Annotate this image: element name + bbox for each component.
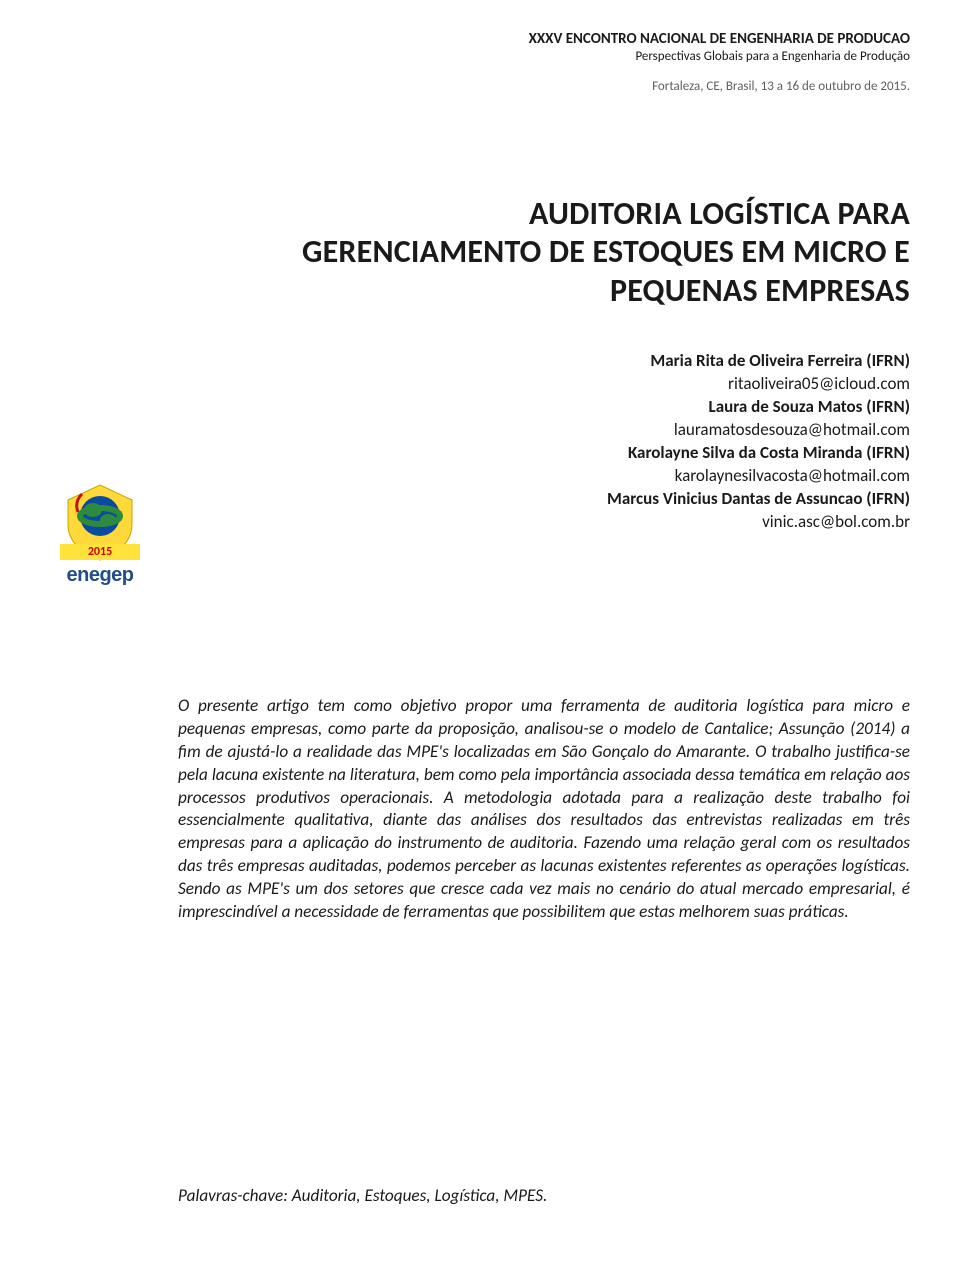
logo-badge-icon: 2015 (60, 482, 140, 562)
author-entry: Maria Rita de Oliveira Ferreira (IFRN) r… (200, 350, 910, 396)
author-email: lauramatosdesouza@hotmail.com (200, 419, 910, 442)
logo-brand-text: enegep (40, 564, 160, 587)
header: XXXV ENCONTRO NACIONAL DE ENGENHARIA DE … (529, 30, 910, 95)
author-name: Laura de Souza Matos (IFRN) (200, 396, 910, 419)
title-line-1: AUDITORIA LOGÍSTICA PARA (90, 195, 910, 233)
keywords-text: Palavras-chave: Auditoria, Estoques, Log… (178, 1185, 910, 1206)
author-entry: Marcus Vinicius Dantas de Assuncao (IFRN… (200, 488, 910, 534)
author-entry: Karolayne Silva da Costa Miranda (IFRN) … (200, 442, 910, 488)
author-entry: Laura de Souza Matos (IFRN) lauramatosde… (200, 396, 910, 442)
title-line-3: PEQUENAS EMPRESAS (90, 272, 910, 310)
author-name: Maria Rita de Oliveira Ferreira (IFRN) (200, 350, 910, 373)
author-email: ritaoliveira05@icloud.com (200, 373, 910, 396)
conference-logo: 2015 enegep (40, 482, 160, 587)
paper-title: AUDITORIA LOGÍSTICA PARA GERENCIAMENTO D… (90, 195, 910, 310)
authors-list: Maria Rita de Oliveira Ferreira (IFRN) r… (200, 350, 910, 534)
conference-subtitle: Perspectivas Globais para a Engenharia d… (529, 49, 910, 65)
author-name: Karolayne Silva da Costa Miranda (IFRN) (200, 442, 910, 465)
author-name: Marcus Vinicius Dantas de Assuncao (IFRN… (200, 488, 910, 511)
conference-name: XXXV ENCONTRO NACIONAL DE ENGENHARIA DE … (529, 30, 910, 49)
author-email: karolaynesilvacosta@hotmail.com (200, 465, 910, 488)
title-line-2: GERENCIAMENTO DE ESTOQUES EM MICRO E (90, 233, 910, 271)
event-info: Fortaleza, CE, Brasil, 13 a 16 de outubr… (529, 79, 910, 95)
abstract-text: O presente artigo tem como objetivo prop… (178, 695, 910, 924)
author-email: vinic.asc@bol.com.br (200, 511, 910, 534)
logo-year: 2015 (60, 544, 140, 560)
